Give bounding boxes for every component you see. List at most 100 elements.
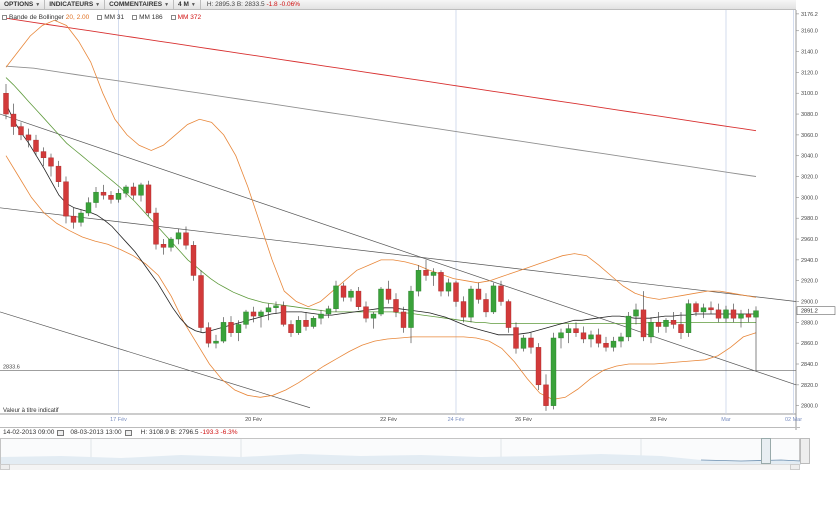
candle-body[interactable] (198, 275, 204, 328)
candle-body[interactable] (483, 299, 489, 313)
candle-body[interactable] (85, 202, 92, 214)
candle-body[interactable] (213, 340, 219, 344)
candle-body[interactable] (430, 272, 437, 276)
candle-body[interactable] (280, 305, 287, 325)
candle-body[interactable] (468, 288, 474, 318)
candle-body[interactable] (10, 113, 17, 127)
candle-body[interactable] (498, 285, 504, 302)
candle-body[interactable] (528, 337, 534, 348)
candle-body[interactable] (3, 93, 9, 115)
candle-body[interactable] (640, 309, 647, 338)
candle-body[interactable] (558, 332, 564, 339)
candle-body[interactable] (520, 337, 527, 349)
candle-body[interactable] (618, 336, 624, 342)
checkbox-icon[interactable] (170, 15, 176, 20)
commentaires-menu[interactable]: COMMENTAIRES ▼ (105, 0, 175, 10)
candle-body[interactable] (55, 165, 62, 182)
candle-body[interactable] (288, 324, 294, 333)
candle-body[interactable] (565, 328, 572, 333)
candle-body[interactable] (663, 320, 669, 327)
candle-body[interactable] (453, 282, 459, 302)
candle-body[interactable] (753, 310, 759, 318)
candle-body[interactable] (543, 384, 549, 406)
candle-body[interactable] (325, 308, 332, 315)
candle-body[interactable] (160, 244, 167, 248)
candle-body[interactable] (220, 322, 227, 342)
indicateurs-menu[interactable]: INDICATEURS ▼ (45, 0, 106, 10)
candle-body[interactable] (475, 288, 482, 300)
candle-body[interactable] (738, 313, 744, 319)
candle-body[interactable] (93, 191, 99, 203)
timeframe-select[interactable]: 4 M ▼ (174, 0, 201, 10)
candle-body[interactable] (378, 288, 384, 315)
candle-body[interactable] (25, 134, 32, 141)
candle-body[interactable] (235, 324, 242, 333)
candle-body[interactable] (138, 184, 144, 196)
candle-body[interactable] (123, 186, 129, 194)
candle-body[interactable] (385, 288, 392, 300)
candle-body[interactable] (423, 270, 429, 276)
navigator-scrollbar[interactable] (10, 464, 790, 470)
candle-body[interactable] (340, 285, 347, 298)
candle-body[interactable] (100, 191, 107, 196)
candle-body[interactable] (505, 301, 512, 328)
candle-body[interactable] (415, 270, 422, 292)
checkbox-icon[interactable] (132, 15, 138, 20)
candle-body[interactable] (78, 212, 84, 223)
candle-body[interactable] (273, 305, 279, 308)
candle-body[interactable] (265, 307, 272, 313)
candle-body[interactable] (490, 285, 497, 313)
candle-body[interactable] (183, 232, 189, 246)
legend-bollinger[interactable]: Bande de Bollinger 20, 2.00 (2, 14, 89, 21)
candle-body[interactable] (258, 311, 264, 317)
candle-body[interactable] (633, 309, 639, 317)
candle-body[interactable] (363, 306, 369, 319)
candle-body[interactable] (685, 303, 692, 333)
calendar-icon[interactable] (57, 429, 65, 436)
candle-body[interactable] (408, 290, 414, 328)
legend-mm3[interactable]: MM 372 (170, 14, 201, 21)
candle-body[interactable] (745, 313, 752, 318)
candle-body[interactable] (625, 315, 632, 338)
legend-mm1[interactable]: MM 31 (97, 14, 124, 21)
end-date-picker[interactable]: 08-03-2013 13:00 (67, 429, 134, 436)
options-menu[interactable]: OPTIONS ▼ (0, 0, 46, 10)
candle-body[interactable] (700, 307, 707, 313)
scroll-left-button[interactable] (0, 464, 10, 470)
candle-body[interactable] (393, 299, 399, 313)
candle-body[interactable] (70, 215, 77, 223)
candle-body[interactable] (573, 328, 579, 333)
candle-body[interactable] (400, 311, 407, 328)
candle-body[interactable] (550, 337, 557, 406)
candle-body[interactable] (438, 272, 444, 292)
candle-body[interactable] (48, 157, 54, 167)
candle-body[interactable] (693, 303, 699, 313)
candle-body[interactable] (318, 313, 324, 319)
candle-body[interactable] (348, 290, 354, 298)
candle-body[interactable] (580, 332, 587, 340)
candle-body[interactable] (708, 307, 714, 311)
candle-body[interactable] (168, 238, 174, 248)
checkbox-icon[interactable] (2, 15, 7, 20)
candle-body[interactable] (205, 327, 212, 344)
candle-body[interactable] (588, 334, 594, 340)
chart-canvas[interactable]: 3176.2 3160.0 3140.0 3120.0 3100.0 3080.0 3060… (0, 10, 840, 430)
candle-body[interactable] (33, 139, 39, 152)
candle-body[interactable] (723, 309, 729, 319)
candle-body[interactable] (153, 212, 159, 245)
candle-body[interactable] (513, 327, 519, 349)
candle-body[interactable] (190, 245, 197, 276)
candle-body[interactable] (333, 285, 339, 310)
candle-body[interactable] (603, 342, 609, 348)
checkbox-icon[interactable] (97, 15, 103, 20)
candle-body[interactable] (535, 347, 542, 386)
candle-body[interactable] (228, 322, 234, 333)
candle-body[interactable] (130, 186, 137, 196)
scroll-right-button[interactable] (790, 464, 800, 470)
candle-body[interactable] (295, 320, 302, 333)
price-chart[interactable]: 3176.2 3160.0 3140.0 3120.0 3100.0 3080.0 3060… (0, 10, 840, 430)
candle-body[interactable] (40, 151, 47, 159)
legend-mm2[interactable]: MM 186 (132, 14, 163, 21)
candle-body[interactable] (715, 309, 722, 319)
navigator-scroll-button[interactable] (800, 438, 810, 464)
